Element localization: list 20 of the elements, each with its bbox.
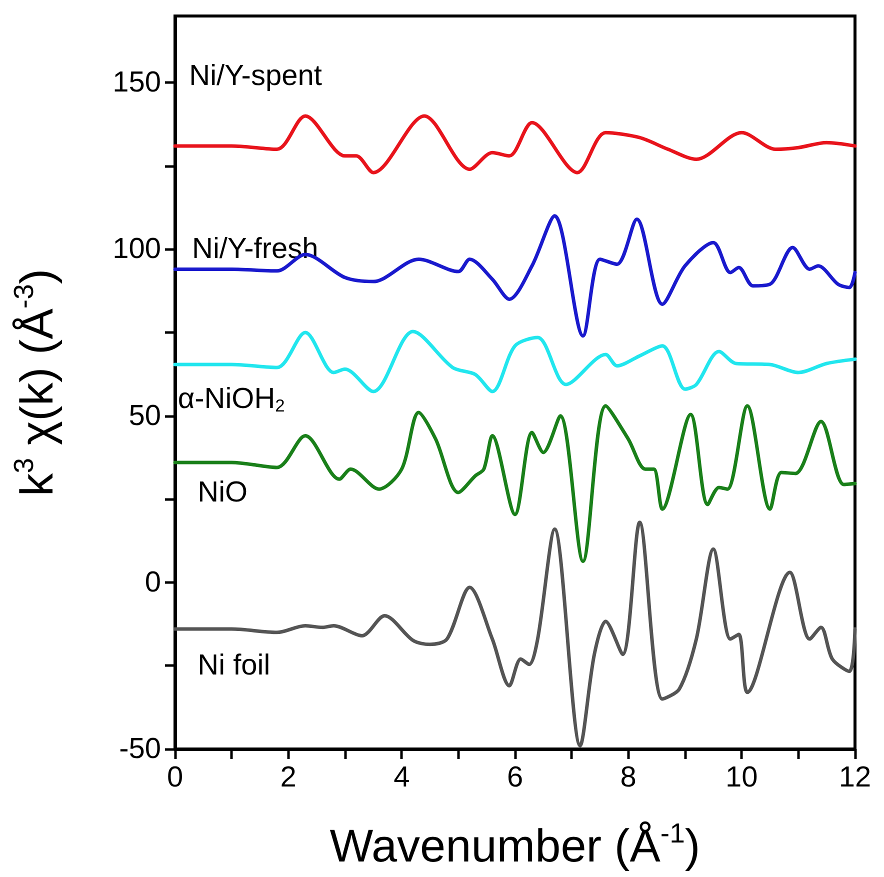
x-tick-label: 2 (280, 762, 296, 794)
series-label: Ni/Y-fresh (192, 233, 318, 266)
series-label: NiO (198, 476, 248, 508)
series-label: Ni foil (198, 650, 270, 682)
y-tick-label: 100 (112, 233, 161, 266)
line-series (173, 214, 857, 338)
x-tick-label: 6 (506, 762, 524, 794)
x-tick-label: 4 (394, 762, 410, 794)
x-tick-label: 10 (726, 762, 758, 794)
y-tick-label: 50 (128, 400, 161, 432)
y-axis-title: k3 χ(k) (Å-3) (8, 268, 62, 496)
y-tick-label: 0 (144, 566, 161, 598)
x-tick-label: 12 (838, 762, 872, 794)
x-tick-label: 0 (166, 762, 184, 794)
y-tick-label: 150 (112, 66, 161, 99)
y-tick-label: -50 (119, 733, 161, 765)
line-series (173, 520, 857, 748)
x-tick-label: 8 (620, 762, 636, 794)
line-series (173, 114, 857, 174)
series-label: Ni/Y-spent (189, 60, 322, 92)
